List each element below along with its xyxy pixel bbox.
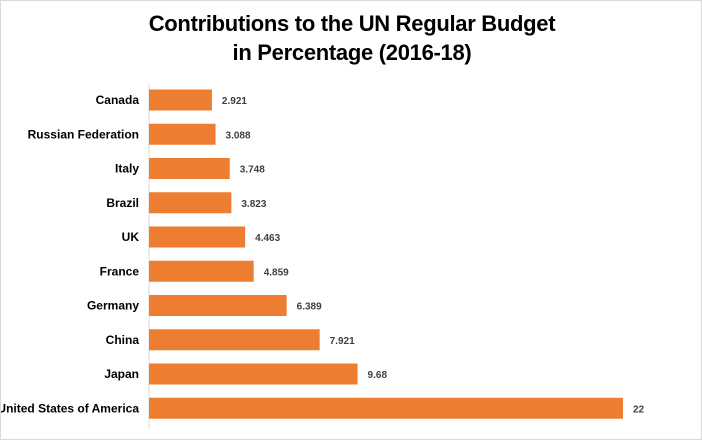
bar-uk bbox=[149, 226, 246, 248]
value-label: 3.088 bbox=[226, 130, 251, 141]
category-label: France bbox=[100, 264, 140, 278]
value-label: 9.68 bbox=[368, 370, 388, 381]
value-label: 4.859 bbox=[264, 267, 289, 278]
category-label: Brazil bbox=[106, 196, 139, 210]
bar-brazil bbox=[149, 192, 232, 214]
value-label: 6.389 bbox=[297, 302, 322, 313]
category-label: Japan bbox=[104, 367, 139, 381]
value-label: 7.921 bbox=[330, 336, 355, 347]
category-label: United States of America bbox=[1, 401, 139, 415]
bar-united-states-of-america bbox=[149, 397, 623, 419]
category-label: Italy bbox=[115, 162, 139, 176]
bar-italy bbox=[149, 158, 230, 179]
category-label: China bbox=[106, 333, 140, 347]
value-label: 3.748 bbox=[240, 165, 265, 176]
value-label: 2.921 bbox=[222, 96, 247, 107]
chart-title-block: Contributions to the UN Regular Budget i… bbox=[1, 9, 701, 67]
category-label: Russian Federation bbox=[28, 127, 139, 141]
bar-japan bbox=[149, 363, 358, 385]
chart-title: Contributions to the UN Regular Budget bbox=[148, 11, 556, 36]
bar-france bbox=[149, 260, 254, 282]
value-label: 3.823 bbox=[241, 199, 266, 210]
bar-canada bbox=[149, 89, 212, 111]
bar-germany bbox=[149, 295, 287, 316]
category-label: Germany bbox=[87, 299, 139, 313]
value-label: 22 bbox=[633, 404, 645, 415]
value-label: 4.463 bbox=[255, 233, 280, 244]
bar-china bbox=[149, 329, 320, 351]
chart-subtitle: in Percentage (2016-18) bbox=[232, 40, 472, 65]
category-label: Canada bbox=[96, 93, 140, 107]
bar-russian-federation bbox=[149, 123, 216, 145]
category-label: UK bbox=[122, 230, 140, 244]
